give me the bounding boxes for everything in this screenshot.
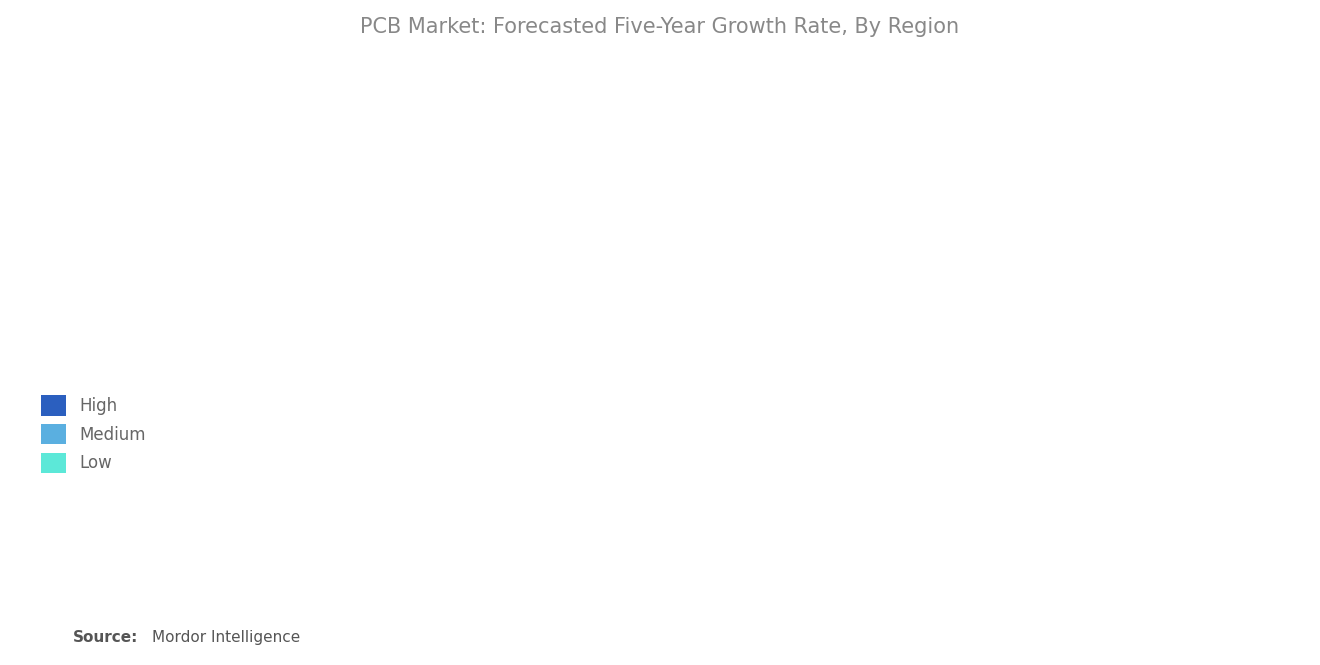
Text: Mordor Intelligence: Mordor Intelligence — [152, 630, 300, 645]
Legend: High, Medium, Low: High, Medium, Low — [34, 389, 153, 479]
Text: Source:: Source: — [73, 630, 139, 645]
Text: PCB Market: Forecasted Five-Year Growth Rate, By Region: PCB Market: Forecasted Five-Year Growth … — [360, 17, 960, 37]
